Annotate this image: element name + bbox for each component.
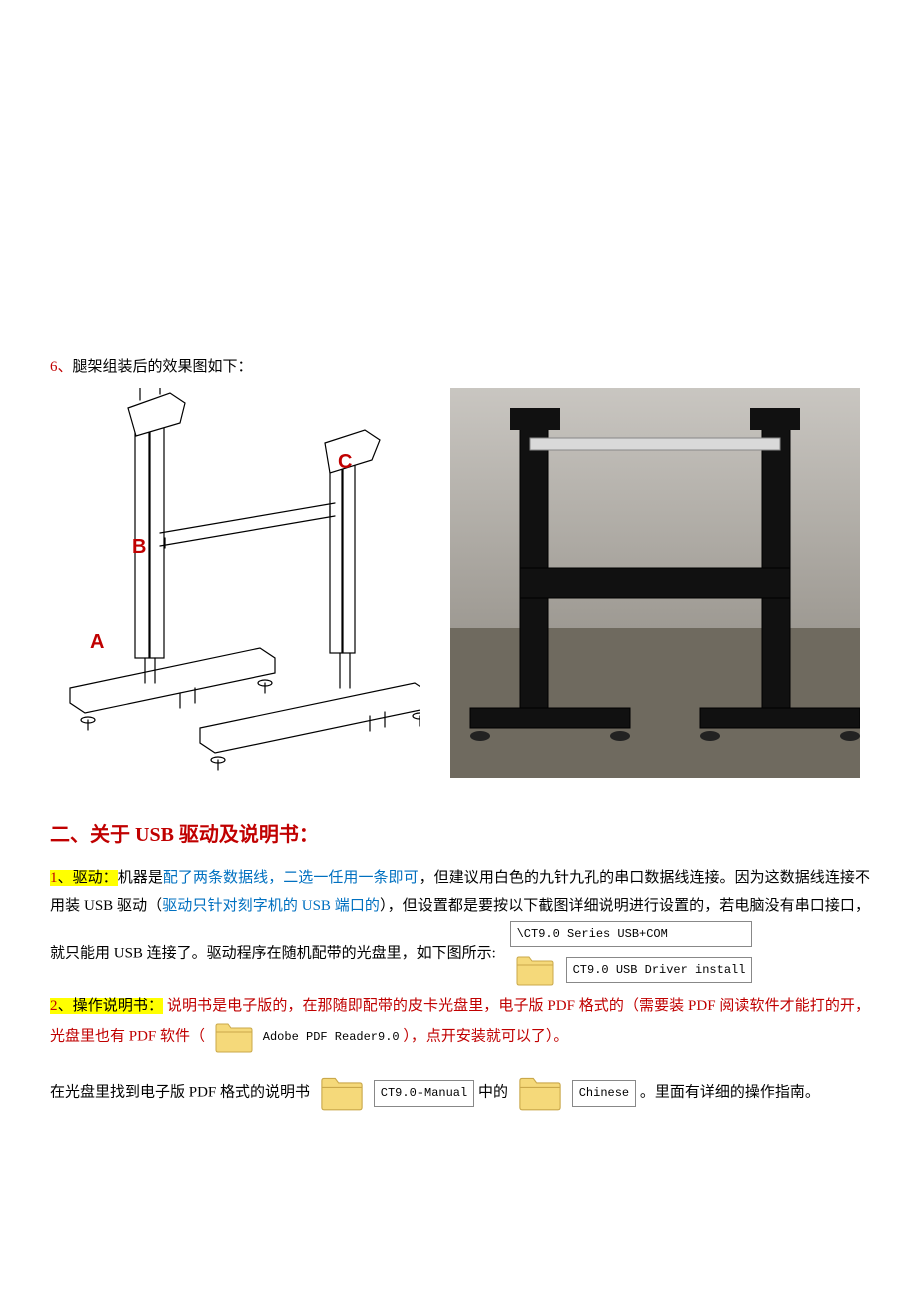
assembly-diagram: A B C xyxy=(50,388,420,778)
svg-text:B: B xyxy=(132,536,146,558)
p2-num: 2 xyxy=(50,998,58,1014)
paragraph-driver: 1、驱动：机器是配了两条数据线，二选一任用一条即可，但建议用白色的九针九孔的串口… xyxy=(50,865,870,987)
p1-blue1: 配了两条数据线，二选一任用一条即可 xyxy=(163,870,419,886)
paragraph-manual: 2、操作说明书： 说明书是电子版的，在那随即配带的皮卡光盘里，电子版 PDF 格… xyxy=(50,993,870,1055)
p3-t1: 在光盘里找到电子版 PDF 格式的说明书 xyxy=(50,1085,310,1101)
manual-folder-label: CT9.0-Manual xyxy=(374,1080,474,1106)
paragraph-find-manual: 在光盘里找到电子版 PDF 格式的说明书 CT9.0-Manual 中的 Chi… xyxy=(50,1074,870,1112)
assembly-photo xyxy=(450,388,860,778)
svg-text:A: A xyxy=(90,631,104,653)
folder-icon xyxy=(318,1074,366,1112)
driver-path-label: \CT9.0 Series USB+COM xyxy=(510,921,753,947)
adobe-folder-cluster: Adobe PDF Reader9.0 xyxy=(209,1020,400,1054)
item-6-number: 6 xyxy=(50,359,58,375)
p1-num: 1 xyxy=(50,870,58,886)
p1-label: 驱动： xyxy=(73,870,118,886)
p2-red2: ），点开安装就可以了）。 xyxy=(403,1029,568,1045)
p1-sep: 、 xyxy=(58,870,73,886)
section-2-title: 二、关于 USB 驱动及说明书： xyxy=(50,818,870,847)
item-6-sep: 、 xyxy=(58,359,73,375)
p3-t2: 中的 xyxy=(478,1085,508,1101)
chinese-folder-cluster: Chinese xyxy=(512,1074,636,1112)
p3-t3: 。里面有详细的操作指南。 xyxy=(640,1085,820,1101)
p2-sep: 、 xyxy=(58,998,73,1014)
driver-install-label: CT9.0 USB Driver install xyxy=(566,957,753,983)
folder-icon xyxy=(514,953,556,987)
chinese-folder-label: Chinese xyxy=(572,1080,636,1106)
p2-label: 操作说明书： xyxy=(73,998,163,1014)
folder-icon xyxy=(213,1020,255,1054)
item-6-heading: 6、腿架组装后的效果图如下： xyxy=(50,355,870,376)
driver-folder-block: \CT9.0 Series USB+COM CT9.0 USB Driver i… xyxy=(510,921,753,987)
figures-row: A B C xyxy=(50,388,870,778)
p1-t1: 机器是 xyxy=(118,870,163,886)
adobe-label: Adobe PDF Reader9.0 xyxy=(263,1026,400,1048)
item-6-text: 腿架组装后的效果图如下： xyxy=(73,359,253,375)
folder-icon xyxy=(516,1074,564,1112)
svg-text:C: C xyxy=(338,451,352,473)
manual-folder-cluster: CT9.0-Manual xyxy=(314,1074,474,1112)
p1-blue2: 驱动只针对刻字机的 USB 端口的 xyxy=(162,898,380,914)
